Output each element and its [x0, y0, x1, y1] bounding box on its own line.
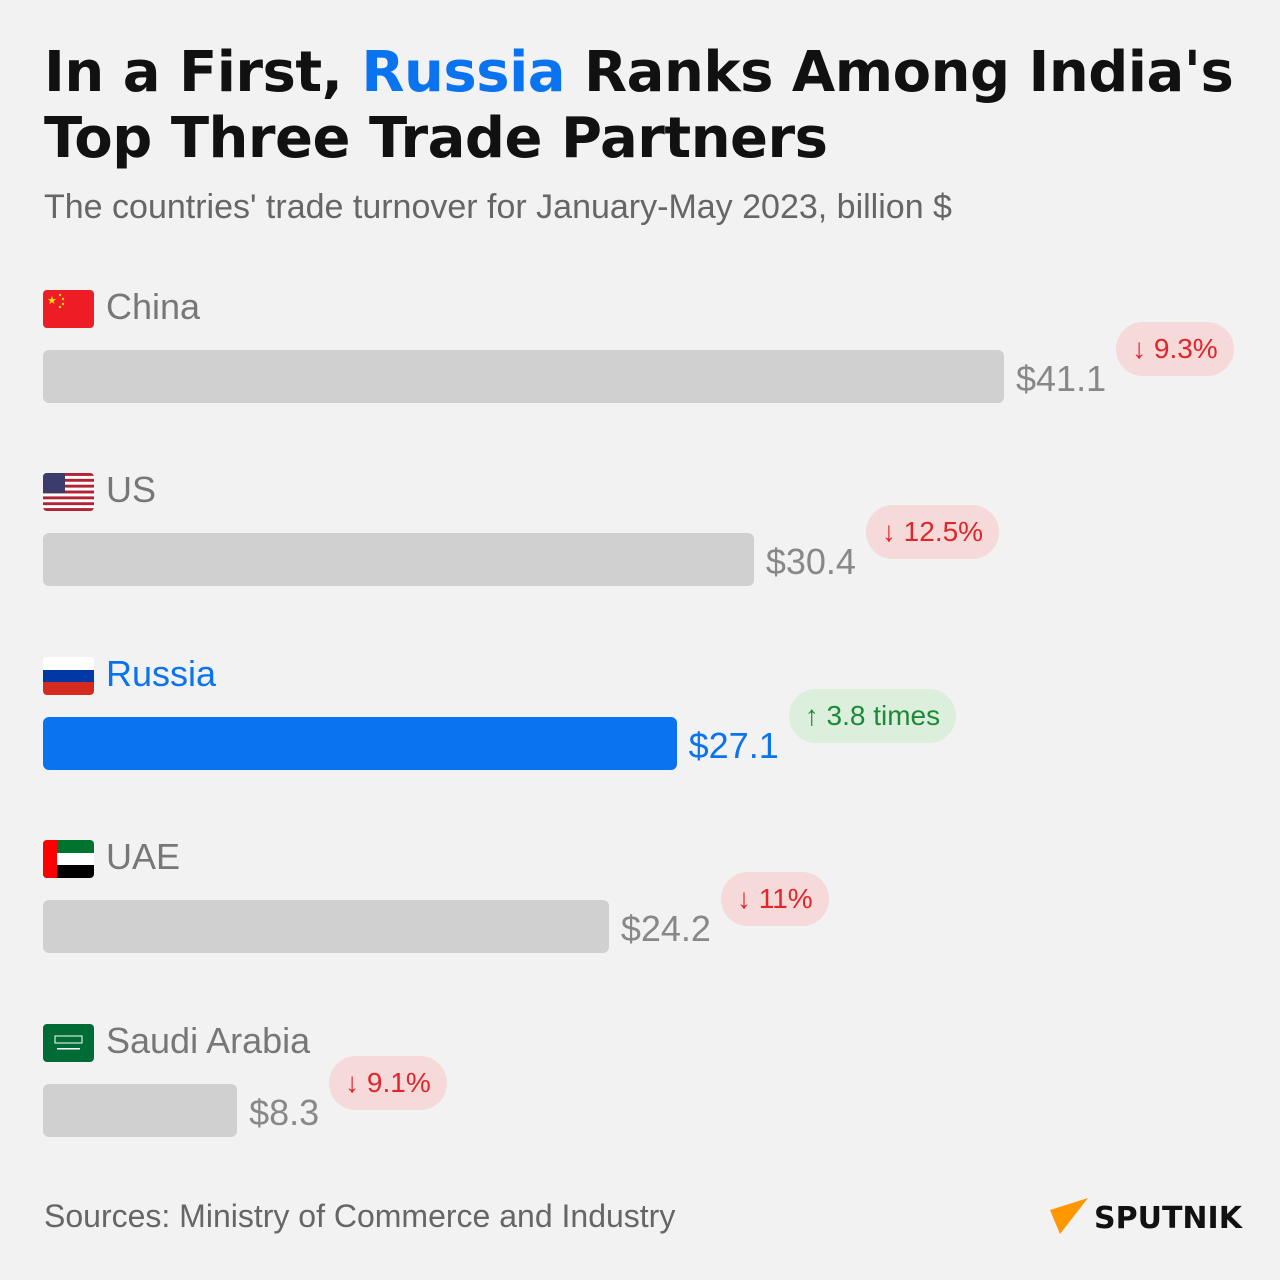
bar-row: Saudi Arabia $8.3 ↓ 9.1% — [43, 1020, 1243, 1184]
logo-text: SPUTNIK — [1094, 1200, 1242, 1236]
value-group: $30.4 ↓ 12.5% — [765, 505, 1000, 588]
bar-row: US $30.4 ↓ 12.5% — [43, 469, 1243, 633]
saudi-arabia-flag-icon — [43, 1024, 94, 1062]
title-part: Ranks Among India's Top Three Trade Part… — [44, 40, 1234, 171]
change-badge: ↑ 3.8 times — [788, 689, 957, 743]
russia-flag-icon — [43, 657, 94, 695]
bar — [43, 717, 677, 770]
bar-row: ★ China $41.1 ↓ 9.3% — [43, 286, 1243, 450]
title-highlight: Russia — [361, 40, 566, 105]
bar — [43, 533, 754, 586]
category-label: Saudi Arabia — [106, 1020, 311, 1061]
value-group: $27.1 ↑ 3.8 times — [688, 689, 957, 772]
sputnik-logo: SPUTNIK — [1050, 1198, 1242, 1238]
bar-row: Russia $27.1 ↑ 3.8 times — [43, 653, 1243, 817]
change-badge: ↓ 9.1% — [329, 1056, 447, 1110]
chart-subtitle: The countries' trade turnover for Januar… — [44, 188, 952, 226]
bar — [43, 1084, 238, 1137]
source-note: Sources: Ministry of Commerce and Indust… — [44, 1198, 676, 1234]
svg-text:★: ★ — [47, 294, 57, 307]
china-flag-icon: ★ — [43, 290, 94, 328]
bar — [43, 350, 1004, 403]
title-part: In a First, — [44, 40, 362, 105]
category-label: US — [106, 469, 157, 510]
category-label: China — [106, 286, 201, 327]
category-label: Russia — [106, 653, 217, 694]
chart-title: In a First, Russia Ranks Among India's T… — [44, 40, 1280, 172]
value-group: $41.1 ↓ 9.3% — [1016, 322, 1234, 405]
us-flag-icon — [43, 473, 94, 511]
value-label: $8.3 — [249, 1092, 320, 1133]
value-group: $24.2 ↓ 11% — [620, 872, 829, 955]
value-label: $41.1 — [1016, 358, 1107, 399]
value-label: $24.2 — [620, 908, 711, 949]
value-label: $27.1 — [688, 725, 779, 766]
change-badge: ↓ 11% — [720, 872, 829, 926]
category-label: UAE — [106, 836, 181, 877]
uae-flag-icon — [43, 840, 94, 878]
change-badge: ↓ 9.3% — [1116, 322, 1234, 376]
bar-row: UAE $24.2 ↓ 11% — [43, 836, 1243, 1000]
value-label: $30.4 — [765, 541, 856, 582]
bar — [43, 900, 609, 953]
value-group: $8.3 ↓ 9.1% — [249, 1056, 447, 1139]
change-badge: ↓ 12.5% — [865, 505, 1000, 559]
sputnik-logo-icon — [1050, 1198, 1088, 1234]
